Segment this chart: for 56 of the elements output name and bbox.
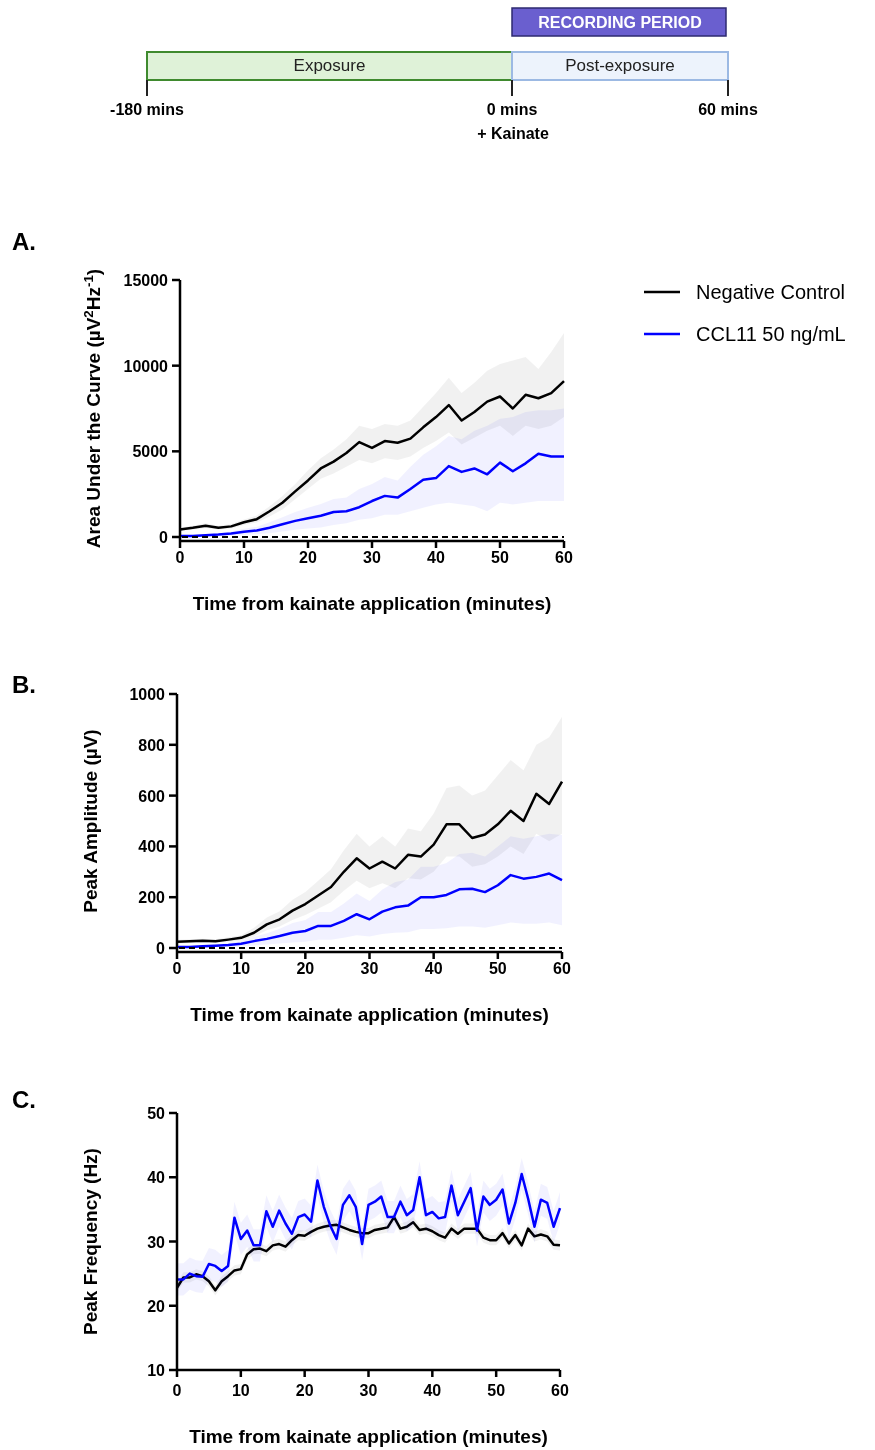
chart-title: C.	[12, 1086, 36, 1113]
y-tick-label: 15000	[123, 272, 169, 289]
x-tick-label: 0	[172, 960, 182, 977]
text: 60 mins	[698, 101, 758, 118]
y-tick-label: 30	[147, 1233, 166, 1251]
line-series	[175, 872, 564, 949]
x-axis-title: Time from kainate application (minutes)	[192, 593, 552, 614]
text: 0 mins	[486, 101, 538, 118]
y-tick-label: 20	[147, 1297, 166, 1315]
y-tick-label: 0	[159, 529, 169, 546]
x-tick-label: 60	[551, 1382, 569, 1399]
y-axis-title: Peak Amplitude (µV)	[80, 729, 101, 913]
legend-label: CCL11 50 ng/mL	[696, 323, 846, 345]
y-tick-label: 0	[156, 940, 166, 957]
y-tick-label: 5000	[132, 443, 169, 461]
x-tick-label: 40	[427, 549, 445, 566]
line-series	[178, 452, 566, 538]
text: + Kainate	[477, 125, 549, 142]
x-tick-label: 50	[491, 549, 509, 566]
x-tick-label: 10	[235, 549, 253, 566]
x-tick-label: 60	[555, 549, 573, 566]
text: Exposure	[293, 56, 366, 75]
x-tick-label: 10	[231, 1382, 250, 1399]
x-tick-label: 50	[488, 960, 507, 977]
x-tick-label: 20	[295, 1382, 314, 1399]
x-tick-label: 40	[423, 1382, 442, 1399]
y-axis-title: Peak Frequency (Hz)	[80, 1148, 101, 1335]
legend-label: Negative Control	[696, 281, 845, 303]
y-tick-label: 600	[138, 787, 166, 805]
text: RECORDING PERIOD	[538, 14, 702, 31]
x-axis-title: Time from kainate application (minutes)	[190, 1004, 549, 1025]
line-series	[175, 1172, 562, 1281]
x-tick-label: 30	[360, 960, 379, 977]
x-tick-label: 0	[175, 549, 185, 566]
x-tick-label: 20	[296, 960, 315, 977]
chart-title: B.	[12, 671, 36, 698]
x-axis-title: Time from kainate application (minutes)	[189, 1426, 548, 1447]
y-tick-label: 40	[147, 1169, 166, 1187]
x-tick-label: 30	[363, 549, 381, 566]
x-tick-label: 60	[553, 960, 571, 977]
chart-title: A.	[12, 228, 36, 255]
x-tick-label: 30	[359, 1382, 378, 1399]
x-tick-label: 0	[172, 1382, 182, 1399]
y-tick-label: 800	[138, 736, 166, 754]
y-tick-label: 10	[147, 1362, 166, 1379]
text: -180 mins	[110, 101, 185, 118]
y-tick-label: 400	[138, 838, 166, 856]
x-tick-label: 40	[424, 960, 443, 977]
x-tick-label: 10	[232, 960, 251, 977]
y-tick-label: 10000	[123, 357, 169, 375]
x-tick-label: 20	[299, 549, 317, 566]
y-tick-label: 1000	[129, 686, 166, 703]
y-tick-label: 50	[147, 1105, 166, 1122]
x-tick-label: 50	[487, 1382, 506, 1399]
text: Post-exposure	[565, 56, 675, 75]
y-tick-label: 200	[138, 889, 166, 907]
